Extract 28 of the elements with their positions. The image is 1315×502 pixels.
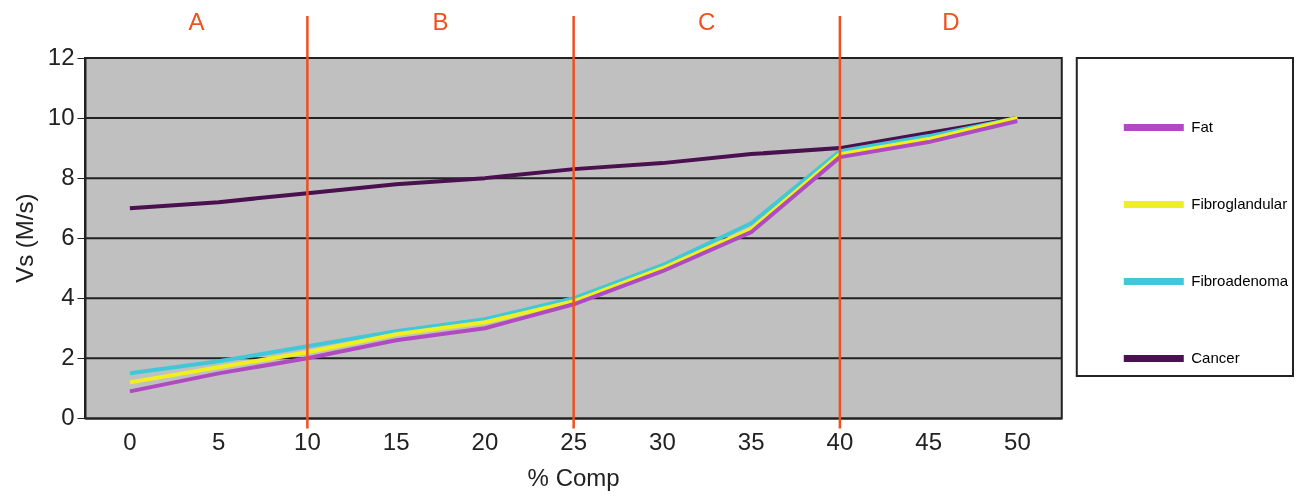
legend-label: Cancer [1191,348,1240,366]
x-tick-label: 15 [382,428,410,456]
y-tick-label: 2 [61,342,75,370]
y-tick-label: 0 [61,403,75,431]
y-tick-label: 12 [47,42,75,70]
y-tick-label: 4 [61,282,75,310]
y-tick-label: 10 [47,102,75,130]
y-tick-label: 8 [61,162,75,190]
x-tick-label: 40 [826,428,854,456]
x-tick-label: 5 [211,428,226,456]
x-axis-title: % Comp [527,464,620,492]
text: D [942,7,960,35]
x-tick-label: 50 [1004,428,1031,456]
x-tick-label: 0 [123,428,137,456]
text: C [698,7,716,35]
legend-label: Fibroadenoma [1191,271,1289,289]
legend-label: Fibroglandular [1191,194,1288,212]
x-tick-label: 20 [471,428,499,456]
legend-label: Fat [1191,117,1214,135]
x-tick-label: 10 [294,428,321,456]
y-tick-label: 6 [61,222,75,250]
x-tick-label: 25 [560,428,587,456]
x-tick-label: 45 [915,428,942,456]
text: A [188,7,205,35]
x-tick-label: 30 [649,428,676,456]
y-axis-title: Vs (M/s) [11,193,39,283]
text: B [432,7,449,35]
x-tick-label: 35 [737,428,765,456]
